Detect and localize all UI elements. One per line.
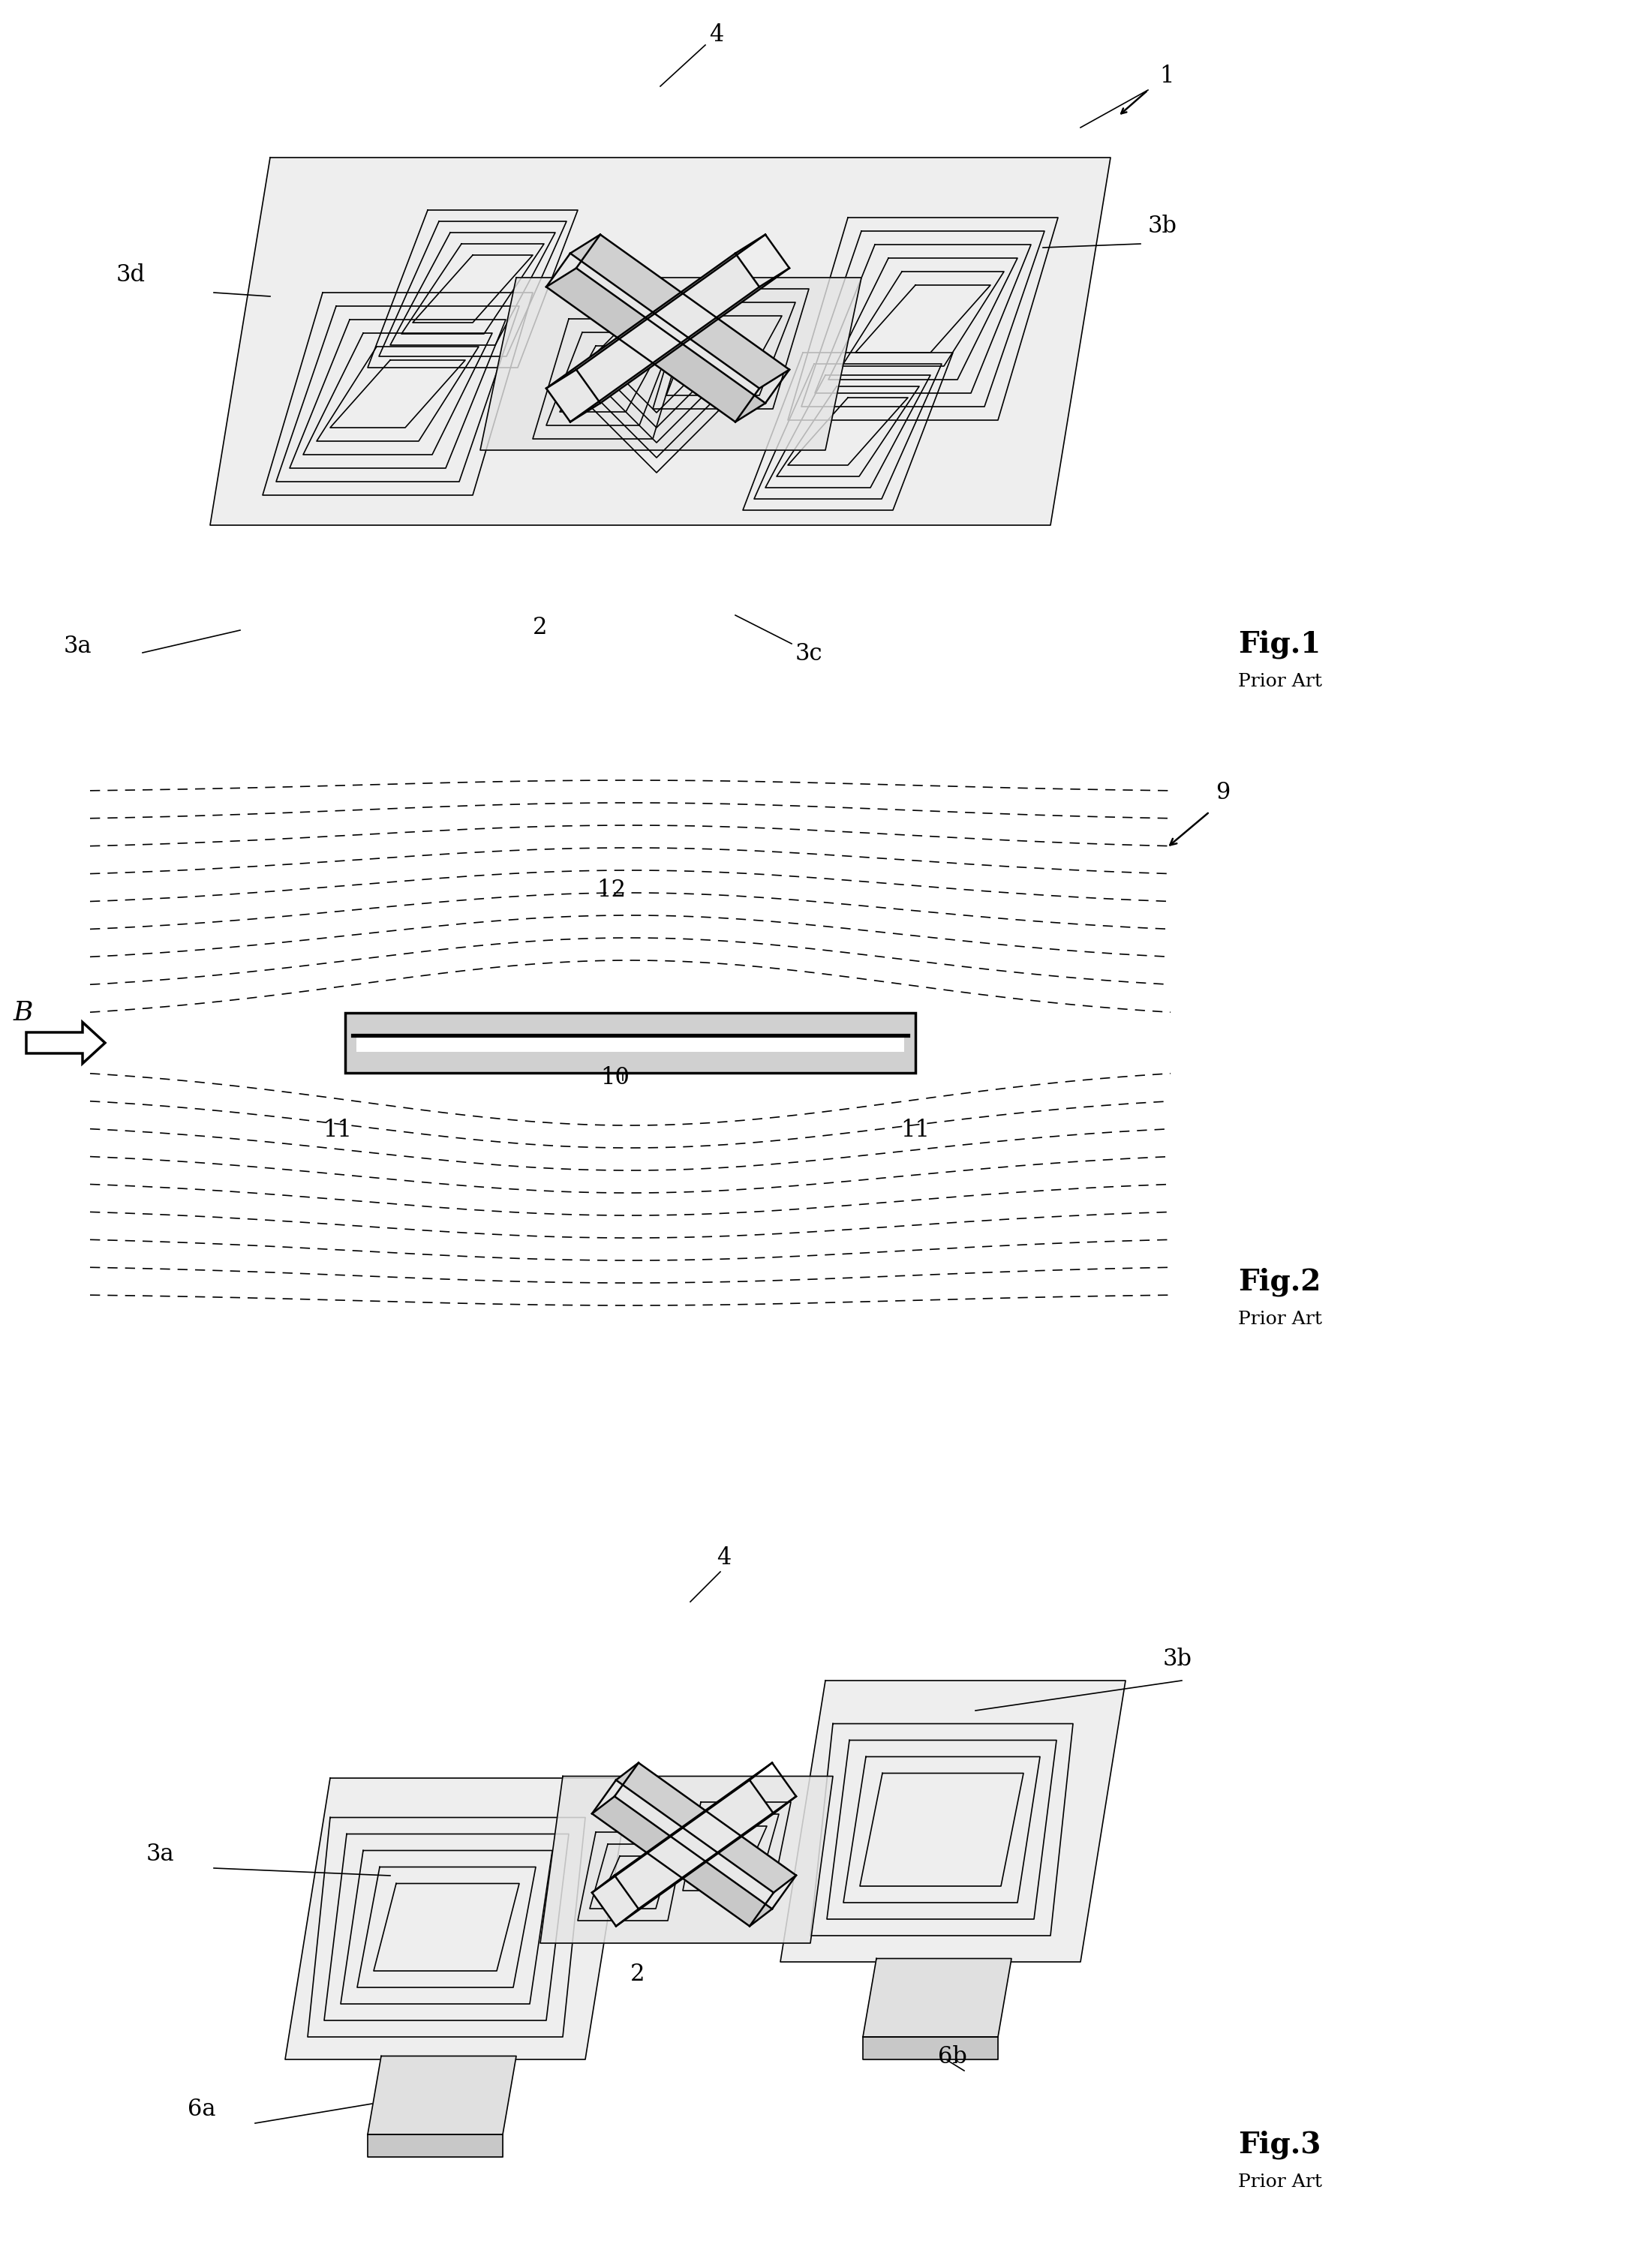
Text: 4: 4 xyxy=(716,1547,731,1569)
Text: 4: 4 xyxy=(710,23,723,48)
Polygon shape xyxy=(547,254,759,422)
Polygon shape xyxy=(781,1681,1125,1962)
Polygon shape xyxy=(863,1960,1011,2037)
Text: 11: 11 xyxy=(323,1118,352,1141)
Text: Fig.3: Fig.3 xyxy=(1239,2130,1321,2159)
Text: 10: 10 xyxy=(600,1066,629,1089)
Polygon shape xyxy=(547,268,766,422)
Text: 3a: 3a xyxy=(147,1842,175,1867)
Polygon shape xyxy=(863,2037,998,2059)
Polygon shape xyxy=(616,1762,796,1892)
Text: 6b: 6b xyxy=(937,2046,967,2068)
Text: 11: 11 xyxy=(901,1118,929,1141)
Text: Prior Art: Prior Art xyxy=(1239,2173,1323,2191)
Text: 3d: 3d xyxy=(117,263,145,286)
Text: Prior Art: Prior Art xyxy=(1239,674,1323,689)
Polygon shape xyxy=(570,234,789,388)
Polygon shape xyxy=(211,156,1110,526)
Polygon shape xyxy=(591,1780,774,1926)
Polygon shape xyxy=(540,1776,833,1944)
FancyArrow shape xyxy=(26,1023,105,1064)
Polygon shape xyxy=(367,2057,516,2134)
Text: 3a: 3a xyxy=(64,635,92,658)
Text: 9: 9 xyxy=(1215,780,1230,805)
Text: B: B xyxy=(13,1000,33,1025)
Polygon shape xyxy=(591,1762,772,1892)
Text: 2: 2 xyxy=(532,617,547,640)
Polygon shape xyxy=(591,1796,772,1926)
Polygon shape xyxy=(616,1796,796,1926)
Polygon shape xyxy=(591,1780,774,1926)
Polygon shape xyxy=(547,234,766,388)
Text: Fig.1: Fig.1 xyxy=(1239,631,1321,660)
Text: 3b: 3b xyxy=(1163,1647,1192,1672)
Polygon shape xyxy=(367,2134,502,2157)
Text: 6a: 6a xyxy=(188,2098,216,2121)
Text: Fig.2: Fig.2 xyxy=(1239,1268,1321,1297)
Text: 1: 1 xyxy=(1159,64,1174,88)
Polygon shape xyxy=(547,254,759,422)
Text: 2: 2 xyxy=(631,1962,646,1987)
Polygon shape xyxy=(285,1778,631,2059)
Polygon shape xyxy=(570,268,789,422)
Bar xyxy=(356,1034,904,1052)
Text: 3c: 3c xyxy=(796,642,824,665)
Text: 3b: 3b xyxy=(1148,215,1178,238)
Text: 12: 12 xyxy=(596,878,626,903)
Bar xyxy=(346,1014,916,1073)
Polygon shape xyxy=(481,277,861,449)
Text: Prior Art: Prior Art xyxy=(1239,1311,1323,1329)
